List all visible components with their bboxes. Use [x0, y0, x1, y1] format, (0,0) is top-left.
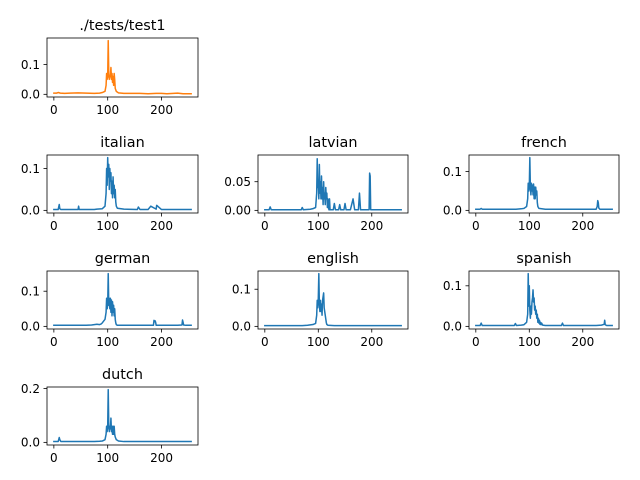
y-tick-label: 0.1 — [21, 285, 40, 299]
series-line — [53, 272, 192, 327]
subplot-4: 0 100 200 0.0 0.1 german — [21, 251, 199, 349]
axes-frame — [468, 270, 620, 330]
series-line — [53, 156, 192, 211]
subplot-1: 0 100 200 0.0 0.1 italian — [21, 135, 199, 233]
y-tick-label: 0.0 — [21, 204, 40, 218]
subplot-0: 0 100 200 0.0 0.1 ./tests/test1 — [21, 18, 199, 117]
x-tick-label: 200 — [150, 335, 173, 349]
y-tick-label: 0.00 — [224, 204, 251, 218]
x-tick-label: 100 — [307, 219, 330, 233]
subplot-5: 0 100 200 0.0 0.1 english — [232, 251, 409, 349]
x-tick-label: 0 — [50, 451, 58, 465]
x-tick-label: 100 — [518, 335, 541, 349]
y-tick-label: 0.0 — [443, 204, 462, 218]
x-tick-label: 100 — [518, 219, 541, 233]
x-tick-label: 200 — [150, 103, 173, 117]
x-tick-label: 0 — [261, 219, 269, 233]
x-tick-label: 0 — [261, 335, 269, 349]
axes-frame — [257, 154, 409, 214]
axes-frame — [468, 154, 620, 214]
y-tick-label: 0.1 — [443, 165, 462, 179]
y-tick-label: 0.0 — [232, 320, 251, 334]
axes-frame — [46, 37, 199, 98]
subplot-6: 0 100 200 0.0 0.1 spanish — [443, 251, 620, 349]
axes-frame — [46, 386, 199, 446]
y-tick-label: 0.0 — [21, 88, 40, 102]
x-tick-label: 0 — [50, 103, 58, 117]
y-tick-label: 0.1 — [21, 162, 40, 176]
subplot-title: italian — [100, 135, 144, 151]
subplot-title: english — [307, 251, 359, 267]
subplot-title: french — [521, 135, 567, 151]
y-tick-label: 0.0 — [21, 320, 40, 334]
x-tick-label: 100 — [96, 219, 119, 233]
subplot-title: spanish — [516, 251, 571, 267]
subplots: 0 100 200 0.0 0.1 ./tests/test1 0 100 200 0.0 0.1 i… — [21, 18, 620, 465]
x-tick-label: 0 — [472, 335, 480, 349]
subplot-title: dutch — [102, 367, 143, 383]
series-line — [53, 39, 192, 95]
x-tick-label: 200 — [150, 451, 173, 465]
x-tick-label: 100 — [307, 335, 330, 349]
subplot-2: 0 100 200 0.00 0.05 latvian — [224, 135, 409, 233]
series-line — [264, 158, 402, 211]
axes-frame — [257, 270, 409, 330]
subplot-title: german — [95, 251, 151, 267]
x-tick-label: 100 — [96, 335, 119, 349]
subplot-title: ./tests/test1 — [79, 18, 165, 34]
series-line — [475, 156, 613, 210]
y-tick-label: 0.05 — [224, 175, 251, 189]
axes-frame — [46, 270, 199, 330]
subplot-3: 0 100 200 0.0 0.1 french — [443, 135, 620, 233]
subplot-title: latvian — [309, 135, 358, 151]
x-tick-label: 200 — [150, 219, 173, 233]
axes-frame — [46, 154, 199, 214]
x-tick-label: 200 — [571, 219, 594, 233]
y-tick-label: 0.1 — [443, 279, 462, 293]
y-tick-label: 0.2 — [21, 382, 40, 396]
x-tick-label: 100 — [96, 103, 119, 117]
y-tick-label: 0.1 — [232, 283, 251, 297]
x-tick-label: 100 — [96, 451, 119, 465]
subplot-7: 0 100 200 0.0 0.2 dutch — [21, 367, 199, 465]
x-tick-label: 200 — [360, 219, 383, 233]
x-tick-label: 200 — [360, 335, 383, 349]
y-tick-label: 0.1 — [21, 58, 40, 72]
series-line — [264, 272, 402, 327]
x-tick-label: 0 — [472, 219, 480, 233]
x-tick-label: 0 — [50, 335, 58, 349]
x-tick-label: 200 — [571, 335, 594, 349]
series-line — [53, 388, 192, 443]
y-tick-label: 0.0 — [443, 320, 462, 334]
series-line — [475, 272, 613, 327]
y-tick-label: 0.0 — [21, 436, 40, 450]
x-tick-label: 0 — [50, 219, 58, 233]
